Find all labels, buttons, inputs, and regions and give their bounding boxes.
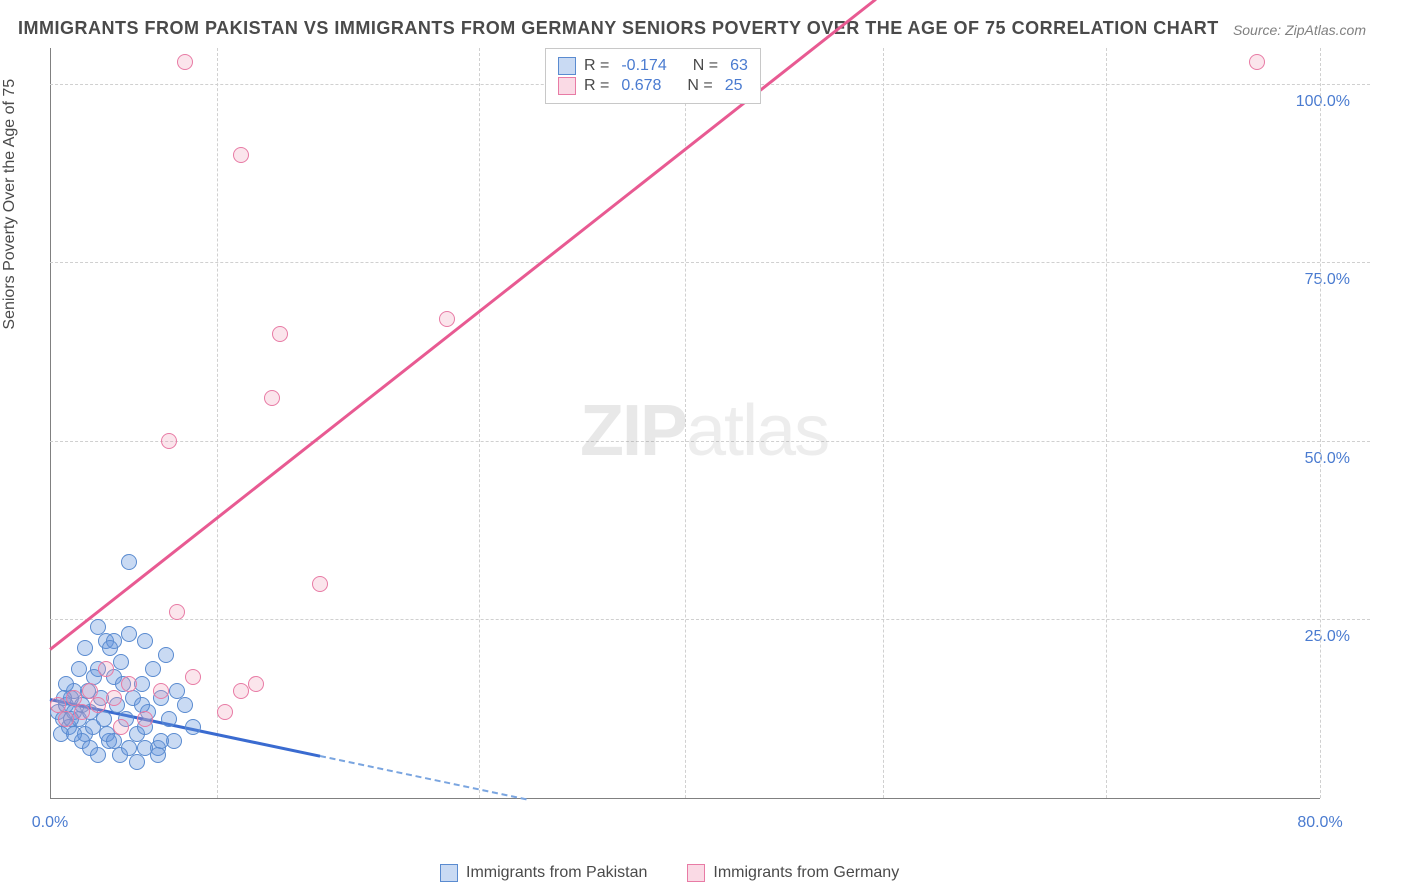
legend-n-value: 25 xyxy=(725,77,743,95)
legend-stat-row: R = -0.174 N = 63 xyxy=(558,57,748,75)
legend-r-value: 0.678 xyxy=(621,77,661,95)
data-point xyxy=(121,626,137,642)
legend-n-value: 63 xyxy=(730,57,748,75)
grid-h xyxy=(50,619,1370,620)
y-tick-label: 75.0% xyxy=(1305,271,1350,289)
grid-v xyxy=(1106,48,1107,798)
data-point xyxy=(129,754,145,770)
legend-swatch xyxy=(440,864,458,882)
grid-h xyxy=(50,262,1370,263)
y-tick-label: 25.0% xyxy=(1305,628,1350,646)
data-point xyxy=(137,633,153,649)
data-point xyxy=(113,654,129,670)
bottom-legend-item: Immigrants from Germany xyxy=(687,864,899,882)
data-point xyxy=(150,747,166,763)
y-tick-label: 50.0% xyxy=(1305,450,1350,468)
data-point xyxy=(217,704,233,720)
data-point xyxy=(98,661,114,677)
data-point xyxy=(177,697,193,713)
legend-label: Immigrants from Pakistan xyxy=(466,864,647,882)
data-point xyxy=(121,676,137,692)
y-tick-label: 100.0% xyxy=(1296,93,1350,111)
source-text: Source: ZipAtlas.com xyxy=(1233,22,1366,38)
legend-r-label: R = xyxy=(584,77,609,95)
grid-v xyxy=(883,48,884,798)
data-point xyxy=(77,640,93,656)
data-point xyxy=(169,604,185,620)
bottom-legend: Immigrants from Pakistan Immigrants from … xyxy=(440,864,899,882)
chart-title: IMMIGRANTS FROM PAKISTAN VS IMMIGRANTS F… xyxy=(18,18,1219,39)
data-point xyxy=(71,661,87,677)
data-point xyxy=(58,711,74,727)
data-point xyxy=(233,683,249,699)
data-point xyxy=(66,726,82,742)
data-point xyxy=(185,719,201,735)
data-point xyxy=(272,326,288,342)
data-point xyxy=(312,576,328,592)
data-point xyxy=(137,711,153,727)
legend-swatch xyxy=(558,77,576,95)
data-point xyxy=(439,311,455,327)
y-axis-label: Seniors Poverty Over the Age of 75 xyxy=(1,79,19,330)
data-point xyxy=(113,719,129,735)
data-point xyxy=(233,147,249,163)
y-axis xyxy=(50,48,51,798)
data-point xyxy=(90,619,106,635)
legend-r-value: -0.174 xyxy=(621,57,666,75)
watermark: ZIPatlas xyxy=(580,390,828,472)
correlation-legend: R = -0.174 N = 63 R = 0.678 N = 25 xyxy=(545,48,761,104)
data-point xyxy=(106,690,122,706)
data-point xyxy=(177,54,193,70)
legend-swatch xyxy=(558,57,576,75)
legend-label: Immigrants from Germany xyxy=(713,864,899,882)
data-point xyxy=(74,704,90,720)
data-point xyxy=(90,697,106,713)
data-point xyxy=(145,661,161,677)
x-tick-label: 0.0% xyxy=(32,814,68,832)
grid-v xyxy=(1320,48,1321,798)
data-point xyxy=(264,390,280,406)
legend-r-label: R = xyxy=(584,57,609,75)
legend-n-label: N = xyxy=(687,77,712,95)
legend-swatch xyxy=(687,864,705,882)
x-tick-label: 80.0% xyxy=(1297,814,1342,832)
grid-v xyxy=(479,48,480,798)
data-point xyxy=(90,747,106,763)
grid-v xyxy=(217,48,218,798)
data-point xyxy=(102,640,118,656)
legend-n-label: N = xyxy=(693,57,718,75)
watermark-atlas: atlas xyxy=(686,391,828,471)
data-point xyxy=(121,740,137,756)
watermark-zip: ZIP xyxy=(580,391,686,471)
trend-line xyxy=(320,755,527,800)
bottom-legend-item: Immigrants from Pakistan xyxy=(440,864,647,882)
legend-stat-row: R = 0.678 N = 25 xyxy=(558,77,748,95)
data-point xyxy=(153,683,169,699)
data-point xyxy=(121,554,137,570)
data-point xyxy=(161,711,177,727)
data-point xyxy=(248,676,264,692)
data-point xyxy=(153,733,169,749)
data-point xyxy=(158,647,174,663)
data-point xyxy=(106,733,122,749)
data-point xyxy=(161,433,177,449)
data-point xyxy=(1249,54,1265,70)
data-point xyxy=(185,669,201,685)
x-axis xyxy=(50,798,1320,799)
